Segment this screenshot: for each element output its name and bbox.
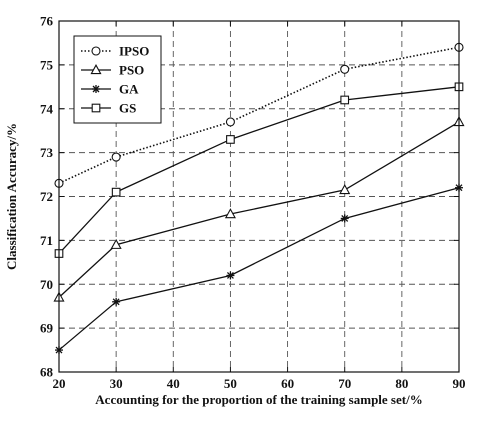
legend-entry-gs: GS [81, 101, 136, 116]
y-tick-label: 75 [40, 57, 54, 72]
x-tick-label: 20 [53, 376, 66, 391]
data-point-gs [340, 95, 350, 105]
x-tick-label: 90 [453, 376, 466, 391]
x-tick-label: 80 [395, 376, 408, 391]
y-tick-label: 69 [40, 321, 54, 336]
legend-label-ga: GA [119, 82, 139, 97]
x-tick-label: 40 [167, 376, 180, 391]
legend-marker-gs [91, 103, 101, 113]
series-line-pso [58, 121, 460, 298]
data-point-ga [340, 214, 349, 223]
data-point-pso [339, 183, 351, 195]
data-point-ga [226, 271, 235, 280]
y-tick-label: 76 [40, 14, 54, 29]
legend-marker-ga [92, 85, 100, 93]
legend: IPSO PSO GA GS [73, 35, 162, 124]
y-tick-label: 73 [40, 145, 54, 160]
data-point-gs [226, 135, 235, 144]
series-line-ga [58, 187, 460, 351]
y-tick-label: 68 [40, 365, 54, 380]
data-point-pso [110, 238, 122, 249]
legend-marker-pso [90, 64, 102, 75]
data-point-ipso [111, 152, 121, 162]
x-tick-label: 70 [338, 376, 351, 391]
y-axis-label: Classification Accuracy/% [4, 123, 19, 270]
y-tick-label: 72 [40, 189, 53, 204]
legend-entry-pso: PSO [81, 63, 144, 78]
x-tick-label: 50 [224, 376, 237, 391]
data-point-ipso [340, 64, 350, 74]
legend-marker-ipso [91, 46, 101, 56]
legend-entry-ga: GA [81, 82, 139, 97]
y-tick-label: 71 [40, 233, 53, 248]
legend-label-ipso: IPSO [119, 44, 149, 59]
series-ipso [54, 42, 464, 188]
legend-label-pso: PSO [119, 63, 144, 78]
x-tick-label: 30 [110, 376, 123, 391]
x-tick-label: 60 [281, 376, 294, 391]
data-point-gs [111, 187, 121, 197]
tick-layer: 20 30 40 50 60 70 80 90 68 69 70 71 72 73 74 75 76 [40, 14, 466, 392]
grid-lines [59, 21, 459, 372]
y-tick-label: 70 [40, 277, 53, 292]
legend-entry-ipso: IPSO [81, 44, 149, 59]
x-axis-label: Accounting for the proportion of the tra… [95, 392, 422, 407]
data-point-ipso [225, 117, 235, 127]
data-point-ga [112, 297, 121, 306]
y-tick-label: 74 [40, 101, 54, 116]
legend-label-gs: GS [119, 101, 136, 116]
data-point-pso [224, 208, 236, 219]
